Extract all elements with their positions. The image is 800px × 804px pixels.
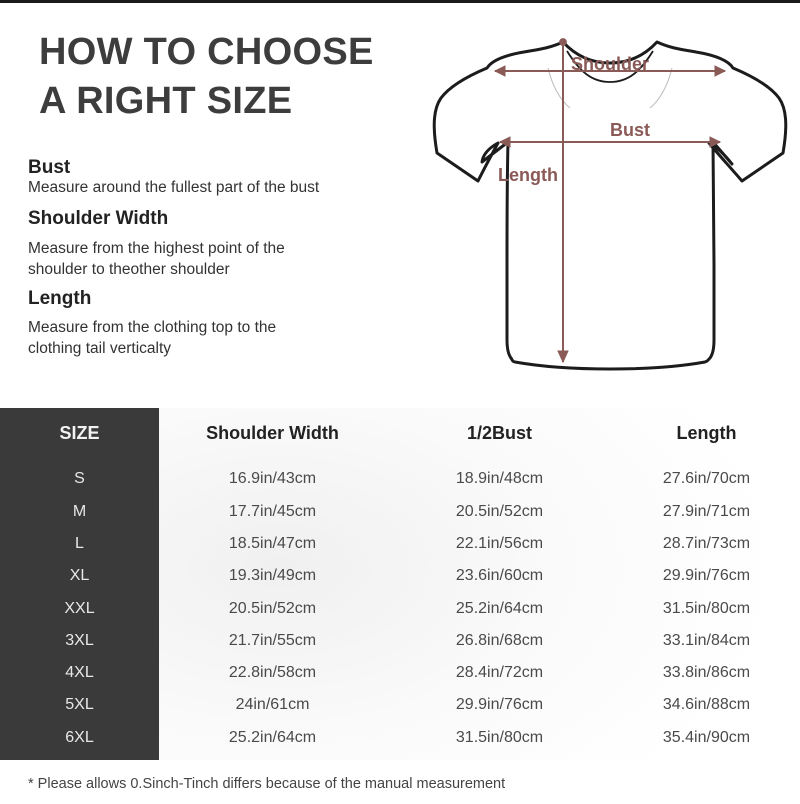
svg-text:Shoulder: Shoulder — [571, 54, 649, 74]
svg-text:Length: Length — [498, 165, 558, 185]
svg-text:Bust: Bust — [610, 120, 650, 140]
